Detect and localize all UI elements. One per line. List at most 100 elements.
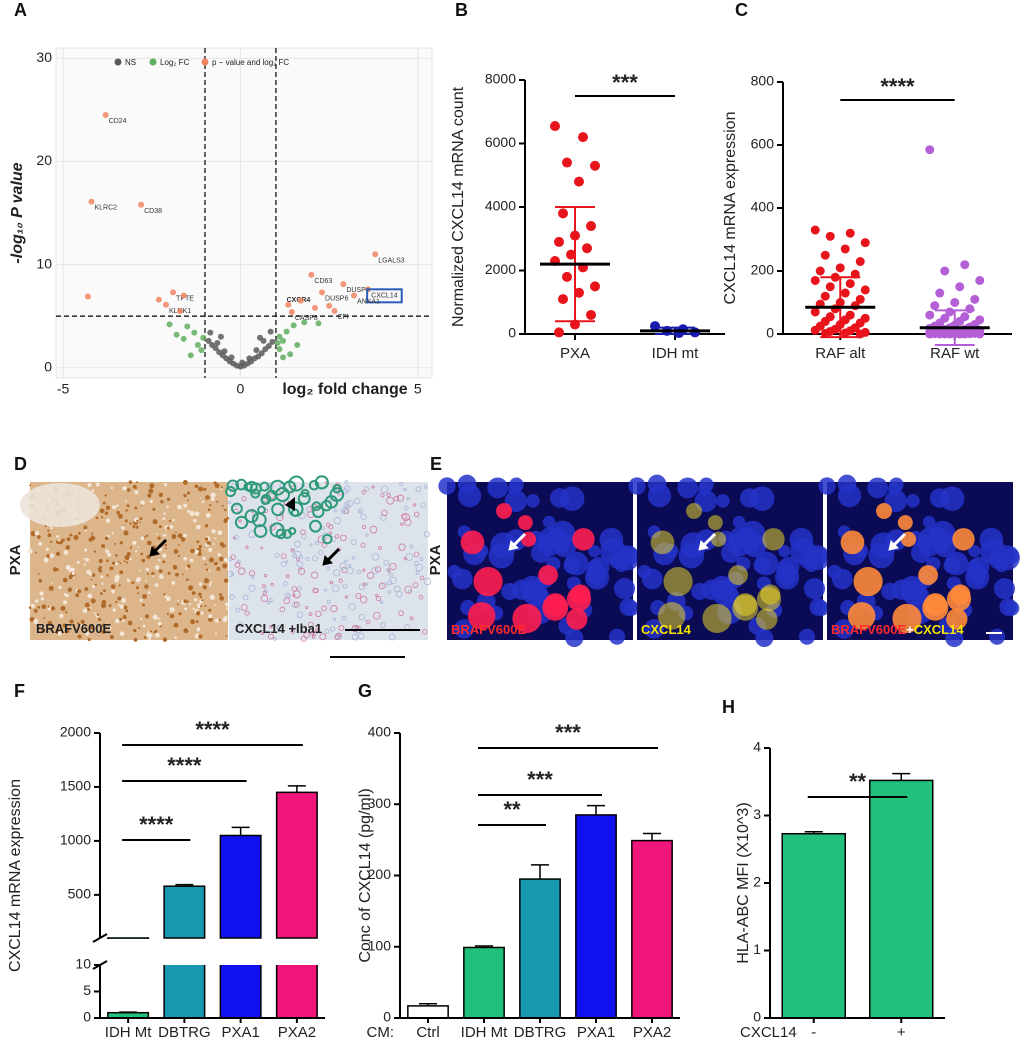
point (212, 345, 219, 352)
stain-texture (212, 543, 215, 545)
stain-texture (400, 522, 404, 526)
point (372, 251, 379, 258)
stain-texture (376, 596, 382, 602)
stain-texture (92, 625, 96, 628)
stain-texture (269, 625, 273, 629)
stain-texture (415, 486, 422, 493)
stain-texture (290, 548, 295, 553)
stain-texture (119, 541, 123, 545)
gene-label: CFI (337, 314, 348, 321)
stain-texture (119, 570, 124, 575)
stained-cell (952, 528, 975, 551)
gene-label: ANXA1 (357, 299, 380, 306)
nucleus (644, 619, 664, 639)
stain-texture (133, 628, 137, 633)
stain-texture (335, 534, 340, 539)
stain-texture (123, 530, 129, 536)
stain-texture (182, 533, 187, 538)
stain-texture (166, 497, 171, 502)
stain-texture (296, 560, 304, 568)
stain-texture (285, 560, 289, 564)
stain-texture (88, 537, 93, 542)
stain-texture (76, 589, 82, 594)
stain-texture (344, 559, 348, 563)
stain-texture (305, 605, 309, 609)
stain-texture (149, 630, 153, 633)
stain-texture (127, 620, 133, 626)
nucleus (834, 619, 854, 639)
stain-texture (230, 502, 243, 515)
stain-texture (225, 602, 229, 607)
stain-texture (225, 635, 228, 637)
stain-texture (266, 482, 274, 491)
panel-letter: H (722, 697, 735, 717)
stain-texture (207, 508, 211, 512)
x-tick-label: PXA2 (278, 1024, 316, 1041)
stain-texture (102, 501, 106, 505)
point (582, 243, 592, 254)
stain-texture (201, 599, 204, 602)
point (566, 249, 576, 260)
point (810, 325, 820, 335)
stain-texture (152, 574, 155, 578)
stain-texture (204, 524, 209, 528)
stain-texture (213, 481, 217, 485)
stain-texture (65, 545, 70, 550)
x-tick-label: PXA2 (633, 1024, 671, 1041)
stain-texture (41, 625, 45, 629)
nucleus (716, 494, 730, 508)
stained-cell (847, 602, 876, 630)
stain-texture (290, 629, 295, 634)
nucleus (691, 582, 709, 600)
point (276, 333, 283, 340)
stain-texture (33, 619, 39, 625)
y-tick-label: 0 (44, 358, 52, 374)
stain-texture (125, 609, 129, 613)
stained-cell (544, 593, 567, 617)
stain-texture (146, 572, 150, 575)
stained-cell (760, 584, 781, 605)
nucleus (647, 474, 667, 494)
stain-texture (50, 606, 56, 611)
stain-texture (76, 628, 78, 631)
stain-texture (229, 594, 235, 600)
stain-texture (260, 496, 270, 505)
x-tick-label: -5 (57, 381, 70, 397)
stain-texture (199, 497, 201, 500)
stain-texture (154, 583, 159, 588)
stain-texture (180, 537, 186, 542)
stain-texture (338, 578, 343, 583)
y-tick-label: 30 (36, 49, 52, 65)
micrograph-panel: PXA BRAFV600E CXCL14 +Iba1 (7, 475, 432, 658)
stained-cell (876, 502, 892, 519)
stain-texture (152, 615, 156, 619)
stain-texture (162, 637, 168, 642)
stain-texture (407, 589, 413, 594)
point (820, 250, 830, 260)
stained-cell (538, 565, 558, 585)
axis-break (92, 933, 108, 943)
stain-texture (393, 495, 400, 502)
point (586, 309, 596, 320)
stain-texture (111, 589, 115, 594)
stain-texture (251, 512, 267, 528)
stain-texture (87, 482, 92, 488)
significance-label: **** (139, 812, 174, 837)
nucleus (867, 477, 889, 499)
stain-texture (419, 557, 424, 562)
stain-texture (230, 572, 234, 576)
stain-texture (85, 631, 90, 636)
stain-texture (204, 537, 209, 541)
nucleus (608, 551, 627, 569)
stain-texture (419, 575, 425, 581)
stain-texture (325, 566, 331, 571)
stain-texture (122, 615, 127, 619)
point (840, 288, 850, 298)
point (950, 298, 960, 307)
stain-texture (283, 597, 291, 605)
significance-label: ** (503, 797, 521, 822)
nucleus (628, 477, 646, 495)
stain-texture (203, 487, 207, 492)
